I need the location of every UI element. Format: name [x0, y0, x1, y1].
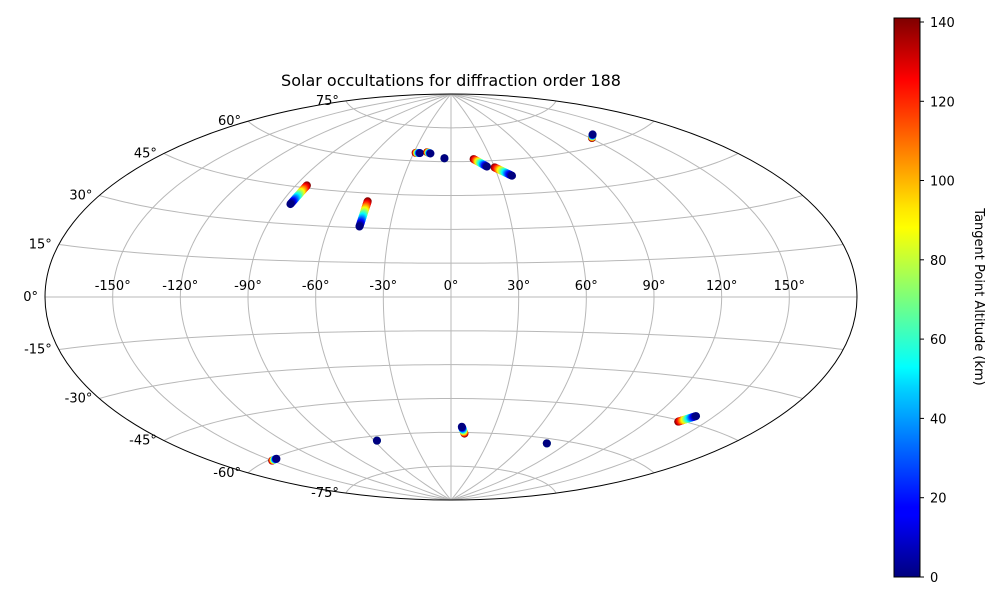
colorbar-tick-label: 20	[930, 492, 947, 507]
occultation-point	[457, 422, 466, 431]
latitude-tick-label: 0°	[23, 290, 38, 305]
longitude-tick-label: 150°	[774, 279, 805, 294]
parallel-line	[163, 153, 739, 197]
colorbar-label: Tangent Point Altitude (km)	[971, 207, 986, 385]
longitude-tick-label: 60°	[575, 279, 598, 294]
occultation-point	[440, 154, 449, 163]
colorbar-tick-label: 120	[930, 95, 955, 110]
colorbar-tick-label: 80	[930, 254, 947, 269]
longitude-tick-label: -90°	[234, 279, 262, 294]
longitude-tick-label: -150°	[95, 279, 131, 294]
parallel-line	[345, 100, 557, 129]
latitude-tick-label: 15°	[29, 238, 52, 253]
colorbar-tick-label: 100	[930, 175, 955, 190]
latitude-tick-label: -30°	[65, 392, 93, 407]
longitude-tick-label: 120°	[706, 279, 737, 294]
occultation-point	[426, 149, 435, 158]
occultation-point	[542, 439, 551, 448]
colorbar-ticks: 0 20 40 60 80 100 120 140	[920, 16, 955, 586]
colorbar: 0 20 40 60 80 100 120 140 Tangent Point Altitud…	[893, 16, 986, 586]
parallel-line	[163, 397, 739, 441]
parallel-line	[247, 120, 655, 163]
chart-title: Solar occultations for diffraction order…	[281, 71, 621, 90]
parallel-line	[345, 465, 557, 494]
latitude-tick-label: -60°	[213, 466, 241, 481]
longitude-tick-label: -30°	[369, 279, 397, 294]
latitude-tick-label: -75°	[311, 486, 339, 501]
occultation-points	[268, 130, 701, 465]
colorbar-tick-label: 0	[930, 571, 938, 586]
parallel-line	[58, 330, 844, 351]
occultation-point	[272, 454, 281, 463]
map-grid	[45, 94, 857, 500]
parallel-line	[99, 364, 803, 399]
latitude-tick-label: 75°	[316, 94, 339, 109]
occultation-point	[355, 222, 364, 231]
colorbar-tick-label: 40	[930, 412, 947, 427]
occultation-point	[692, 412, 701, 421]
latitude-tick-label: 30°	[69, 189, 92, 204]
occultation-point	[588, 130, 597, 139]
colorbar-gradient	[893, 17, 921, 578]
colorbar-tick-label: 140	[930, 16, 955, 31]
parallel-line	[247, 431, 655, 474]
parallel-line	[99, 195, 803, 230]
longitude-tick-label: -60°	[302, 279, 330, 294]
latitude-tick-label: 45°	[134, 147, 157, 162]
latitude-tick-label: -15°	[24, 343, 52, 358]
longitude-tick-label: 0°	[444, 279, 459, 294]
colorbar-tick-label: 60	[930, 333, 947, 348]
occultation-point	[286, 200, 295, 209]
longitude-tick-label: -120°	[162, 279, 198, 294]
longitude-labels: -150° -120° -90° -60° -30° 0° 30° 60° 90° 120° 150…	[95, 279, 805, 294]
occultation-point	[372, 436, 381, 445]
map-boundary	[44, 93, 858, 501]
longitude-tick-label: 30°	[507, 279, 530, 294]
latitude-tick-label: -45°	[129, 434, 157, 449]
latitude-labels: 75° 60° 45° 30° 15° 0° -15° -30° -45° -60° -75°	[23, 94, 339, 501]
occultation-point	[482, 162, 491, 171]
occultation-point	[508, 171, 517, 180]
occultation-point	[415, 149, 424, 158]
longitude-tick-label: 90°	[642, 279, 665, 294]
parallel-line	[58, 243, 844, 264]
latitude-tick-label: 60°	[218, 114, 241, 129]
